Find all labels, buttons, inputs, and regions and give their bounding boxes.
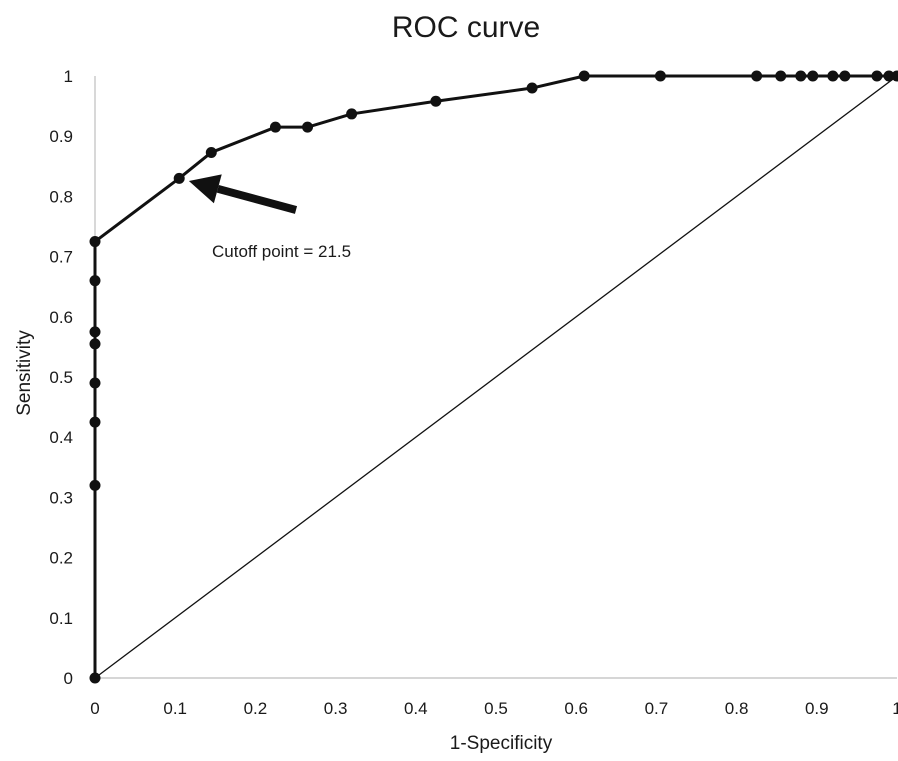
x-tick-label: 1 <box>892 699 898 718</box>
roc-point <box>90 378 101 389</box>
x-tick-label: 0.3 <box>324 699 348 718</box>
cutoff-arrow-shaft <box>218 189 296 210</box>
x-tick-label: 0 <box>90 699 99 718</box>
annotation: Cutoff point = 21.5 <box>189 174 351 261</box>
roc-point <box>527 83 538 94</box>
x-tick-label: 0.5 <box>484 699 508 718</box>
roc-point <box>90 673 101 684</box>
roc-point <box>206 147 217 158</box>
roc-point <box>90 480 101 491</box>
roc-point <box>795 71 806 82</box>
y-tick-label: 0 <box>64 669 73 688</box>
y-tick-label: 0.2 <box>49 549 73 568</box>
roc-point <box>90 417 101 428</box>
roc-point <box>839 71 850 82</box>
roc-point <box>174 173 185 184</box>
x-tick-label: 0.4 <box>404 699 428 718</box>
roc-point <box>302 122 313 133</box>
y-tick-label: 0.7 <box>49 248 73 267</box>
x-tick-label: 0.7 <box>645 699 669 718</box>
x-tick-label: 0.1 <box>163 699 187 718</box>
cutoff-annotation-label: Cutoff point = 21.5 <box>212 242 351 261</box>
reference-diagonal-line <box>95 76 897 678</box>
y-tick-label: 0.4 <box>49 428 73 447</box>
y-tick-label: 0.8 <box>49 187 73 206</box>
roc-point <box>655 71 666 82</box>
y-tick-label: 0.3 <box>49 488 73 507</box>
roc-point <box>90 338 101 349</box>
y-tick-label: 0.1 <box>49 609 73 628</box>
y-axis-title: Sensitivity <box>14 330 35 416</box>
roc-point <box>871 71 882 82</box>
roc-point <box>807 71 818 82</box>
x-tick-label: 0.8 <box>725 699 749 718</box>
x-axis-title: 1-Specificity <box>450 733 553 754</box>
roc-point <box>751 71 762 82</box>
y-tick-label: 1 <box>64 67 73 86</box>
x-tick-labels: 0 0.1 0.2 0.3 0.4 0.5 0.6 0.7 0.8 0.9 1 <box>90 699 898 718</box>
series-layer <box>90 71 898 684</box>
x-tick-label: 0.9 <box>805 699 829 718</box>
roc-point <box>430 96 441 107</box>
chart-title: ROC curve <box>392 11 540 44</box>
x-tick-label: 0.6 <box>564 699 588 718</box>
y-tick-labels: 0 0.1 0.2 0.3 0.4 0.5 0.6 0.7 0.8 0.9 1 <box>49 67 73 688</box>
roc-point <box>775 71 786 82</box>
y-tick-label: 0.9 <box>49 127 73 146</box>
roc-point <box>827 71 838 82</box>
cutoff-arrow-head <box>189 174 222 203</box>
roc-point <box>346 108 357 119</box>
y-tick-label: 0.5 <box>49 368 73 387</box>
roc-point <box>90 236 101 247</box>
roc-point <box>270 122 281 133</box>
roc-point <box>90 326 101 337</box>
x-tick-label: 0.2 <box>244 699 268 718</box>
y-tick-label: 0.6 <box>49 308 73 327</box>
roc-point <box>90 275 101 286</box>
roc-point <box>579 71 590 82</box>
